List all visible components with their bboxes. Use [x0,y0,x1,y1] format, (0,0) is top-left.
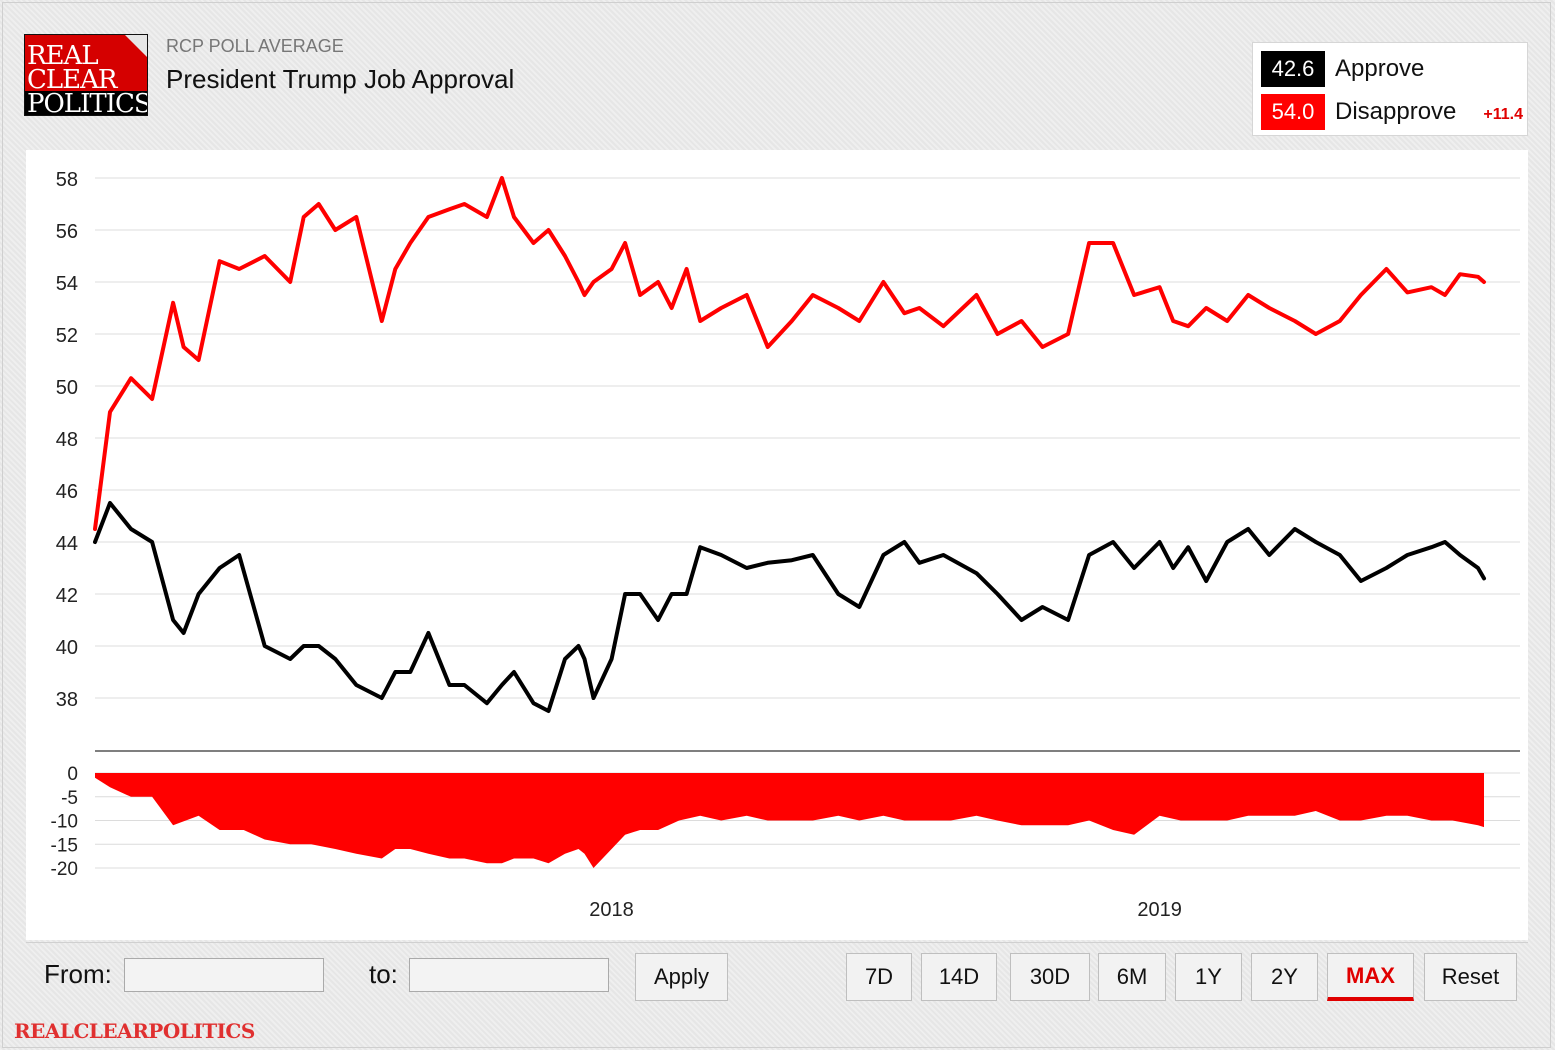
y-tick-label-56: 56 [56,221,78,243]
logo-corner-fold [125,35,147,57]
approve-value-badge: 42.6 [1261,51,1325,87]
from-date-input[interactable] [124,958,324,992]
spread-tick-label-20: -20 [51,859,78,880]
range-button-14d[interactable]: 14D [921,953,997,1001]
rcp-logo[interactable]: REAL CLEAR POLITICS [24,34,148,116]
range-button-max[interactable]: MAX [1327,953,1414,1001]
footer-brand: REALCLEARPOLITICS [14,1019,255,1043]
y-tick-label-58: 58 [56,169,78,191]
spread-tick-label-5: -5 [61,788,78,809]
chart-title: President Trump Job Approval [166,64,515,94]
x-tick-label-2018: 2018 [589,899,634,921]
reset-button[interactable]: Reset [1424,953,1517,1001]
disapprove-label: Disapprove [1335,98,1457,125]
y-tick-label-44: 44 [56,533,78,555]
legend: 42.6 Approve 54.0 Disapprove +11.4 [1252,42,1528,136]
range-button-6m[interactable]: 6M [1098,953,1166,1001]
chart-subtitle: RCP POLL AVERAGE [166,36,344,56]
range-button-1y[interactable]: 1Y [1175,953,1242,1001]
range-button-30d[interactable]: 30D [1010,953,1090,1001]
series-line-approve [93,501,1486,713]
logo-line-politics: POLITICS [25,91,147,115]
apply-button[interactable]: Apply [635,953,728,1001]
date-controls: From: to: Apply 7D 14D 30D 6M 1Y 2Y MAX Reset [26,942,1528,1010]
y-tick-label-52: 52 [56,325,78,347]
spread-tick-label-0: 0 [67,764,78,785]
y-tick-label-42: 42 [56,585,78,607]
disapprove-value-badge: 54.0 [1261,94,1325,130]
range-button-2y[interactable]: 2Y [1251,953,1318,1001]
range-button-7d[interactable]: 7D [846,953,912,1001]
approve-label: Approve [1335,55,1425,82]
y-tick-label-48: 48 [56,429,78,451]
y-tick-label-46: 46 [56,481,78,503]
legend-approve: 42.6 Approve [1261,51,1424,87]
to-date-input[interactable] [409,958,609,992]
from-label: From: [44,959,112,989]
spread-value: +11.4 [1483,106,1523,123]
logo-line-real: REAL [27,41,99,71]
chart-panel: 58 56 54 52 50 48 46 44 42 40 38 0 -5 -10 -15 -20 2018 20… [26,150,1528,940]
approval-chart[interactable]: 58 56 54 52 50 48 46 44 42 40 38 0 -5 -10-15 -20 2018 20… [26,150,1528,940]
logo-line-clear: CLEAR [27,65,117,95]
y-tick-label-50: 50 [56,377,78,399]
spread-tick-label-10: -10 [51,812,78,833]
y-tick-label-38: 38 [56,689,78,711]
legend-disapprove: 54.0 Disapprove +11.4 [1261,94,1523,130]
spread-area [95,773,1484,868]
series-line-disapprove [93,176,1486,531]
y-tick-label-40: 40 [56,637,78,659]
spread-tick-label-15: -15 [51,835,78,856]
to-label: to: [369,959,398,989]
x-tick-label-2019: 2019 [1137,899,1182,921]
y-tick-label-54: 54 [56,273,78,295]
